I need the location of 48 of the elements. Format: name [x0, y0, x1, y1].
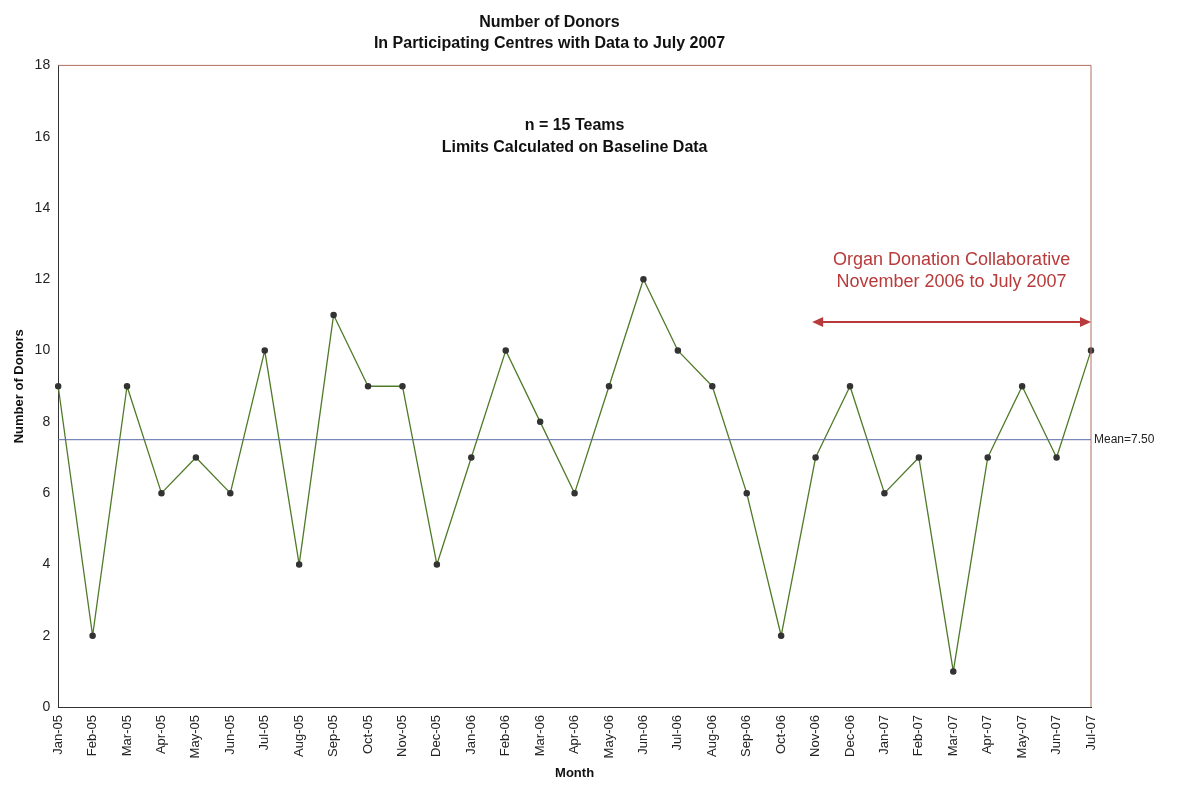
y-tick-label: 8: [42, 412, 51, 429]
x-tick-label: Nov-05: [394, 715, 410, 757]
x-tick-label: Jan-07: [876, 715, 892, 755]
x-tick-label: Jul-07: [1082, 715, 1098, 751]
chart-subtitle: In Participating Centres with Data to July 2007: [373, 34, 726, 52]
x-tick-label: May-06: [600, 715, 616, 759]
y-tick-label: 2: [42, 626, 51, 643]
x-tick-label: Mar-07: [944, 715, 960, 757]
x-tick-label: Feb-05: [84, 715, 100, 757]
y-tick-label: 12: [34, 270, 51, 287]
y-tick-label: 18: [34, 56, 51, 73]
y-tick-label: 0: [42, 697, 51, 714]
x-tick-label: Dec-06: [841, 715, 857, 757]
y-tick-label: 10: [34, 341, 51, 358]
x-tick-label: Feb-06: [497, 715, 513, 757]
annotation: n = 15 Teams Limits Calculated on Baseline Data: [441, 115, 708, 155]
x-tick-label: Jun-07: [1048, 715, 1064, 755]
x-tick-label: Mar-05: [118, 715, 134, 757]
x-tick-label: Aug-06: [703, 715, 719, 757]
y-tick-label: 16: [34, 127, 51, 144]
x-tick-label: Feb-07: [910, 715, 926, 757]
x-tick-label: Jun-06: [635, 715, 651, 755]
annotation: Organ Donation Collaborative November 2006 to July 2007: [833, 249, 1071, 292]
x-tick-label: Nov-06: [807, 715, 823, 757]
chart-title: Number of Donors: [479, 13, 620, 31]
x-tick-label: Jun-05: [221, 715, 237, 755]
x-tick-label: Jul-05: [256, 715, 272, 751]
y-tick-label: 4: [42, 555, 51, 572]
ref-line-label: Mean=7.50: [1094, 432, 1155, 447]
x-tick-label: May-05: [187, 715, 203, 759]
x-tick-label: Sep-05: [325, 715, 341, 757]
x-tick-label: Mar-06: [531, 715, 547, 757]
x-tick-label: Aug-05: [290, 715, 306, 757]
x-tick-label: Jan-05: [49, 715, 65, 755]
x-tick-label: May-07: [1013, 715, 1029, 759]
y-tick-label: 6: [42, 484, 51, 501]
y-axis-title: Number of Donors: [11, 329, 27, 444]
x-tick-label: Apr-05: [153, 715, 169, 755]
x-tick-label: Apr-06: [566, 715, 582, 755]
x-axis-title: Month: [555, 764, 595, 780]
x-tick-label: Dec-05: [428, 715, 444, 757]
x-tick-label: Sep-06: [738, 715, 754, 757]
y-tick-label: 14: [34, 198, 51, 215]
x-tick-label: Jul-06: [669, 715, 685, 751]
x-tick-label: Oct-05: [359, 715, 375, 755]
x-tick-label: Oct-06: [772, 715, 788, 755]
x-tick-label: Jan-06: [462, 715, 478, 755]
x-tick-label: Apr-07: [979, 715, 995, 755]
